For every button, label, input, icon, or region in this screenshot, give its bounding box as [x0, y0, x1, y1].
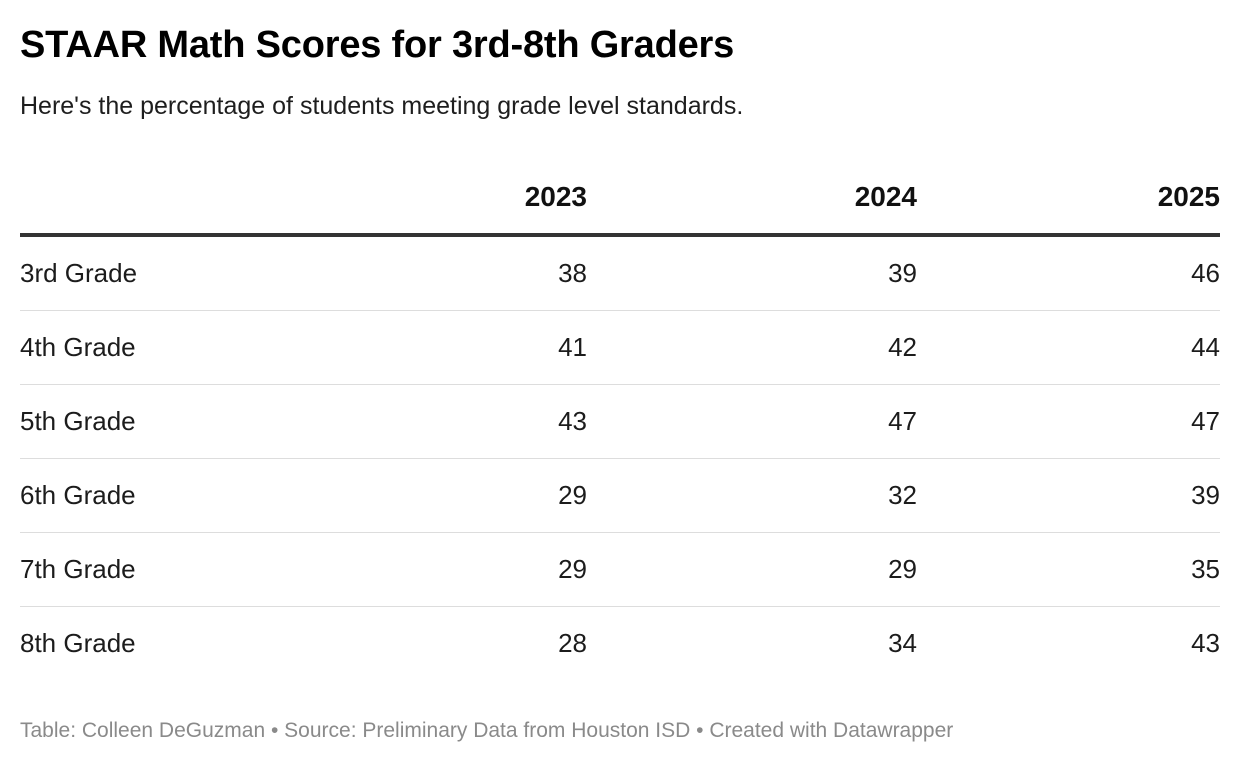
- value-cell-2023: 43: [320, 384, 587, 459]
- header-cell-2023: 2023: [320, 160, 587, 237]
- value-cell-2025: 43: [1191, 628, 1220, 658]
- table-row: 8th Grade 28 34 43: [20, 607, 1220, 681]
- row-label-cell: 8th Grade: [20, 628, 136, 658]
- table-body: 3rd Grade 38 39 46 4th Grade 41 42 44 5th Grade 4…: [20, 235, 1220, 680]
- row-label-cell: 7th Grade: [20, 532, 320, 607]
- table-row: 5th Grade 43 47 47: [20, 384, 1220, 459]
- table-row: 6th Grade 29 32 39: [20, 458, 1220, 533]
- chart-title: STAAR Math Scores for 3rd-8th Graders: [20, 24, 735, 66]
- table-row: 4th Grade 41 42 44: [20, 310, 1220, 385]
- row-label-cell: 4th Grade: [20, 310, 320, 385]
- value-cell-2025: 44: [917, 310, 1220, 385]
- value-cell-2024: 34: [888, 628, 917, 658]
- value-cell-2024: 47: [587, 384, 917, 459]
- value-cell-2024: 39: [587, 235, 917, 311]
- value-cell-2025: 46: [917, 235, 1220, 311]
- value-cell-2023: 38: [320, 235, 587, 311]
- scores-table: 2023 2024 2025 3rd Grade 38 39 46 4th Grade 4…: [20, 160, 1220, 680]
- value-cell-2024: 29: [587, 532, 917, 607]
- value-cell-2023: 29: [320, 458, 587, 533]
- value-cell-2025: 39: [917, 458, 1220, 533]
- chart-footer: Table: Colleen DeGuzman • Source: Prelim…: [20, 719, 954, 742]
- value-cell-2025: 47: [917, 384, 1220, 459]
- row-label-cell: 5th Grade: [20, 384, 320, 459]
- header-cell-label: [20, 160, 320, 237]
- table-row: 3rd Grade 38 39 46: [20, 235, 1220, 311]
- row-label-cell: 3rd Grade: [20, 235, 320, 311]
- value-cell-2024: 42: [587, 310, 917, 385]
- header-cell-2025: 2025: [917, 160, 1220, 237]
- value-cell-2023: 41: [320, 310, 587, 385]
- value-cell-2024: 32: [587, 458, 917, 533]
- table-header: 2023 2024 2025: [20, 160, 1220, 237]
- value-cell-2023: 28: [558, 628, 587, 658]
- chart-subtitle: Here's the percentage of students meetin…: [20, 92, 744, 120]
- header-cell-2024: 2024: [587, 160, 917, 237]
- value-cell-2023: 29: [320, 532, 587, 607]
- value-cell-2025: 35: [917, 532, 1220, 607]
- row-label-cell: 6th Grade: [20, 458, 320, 533]
- header-row: 2023 2024 2025: [20, 160, 1220, 237]
- table-row: 7th Grade 29 29 35: [20, 532, 1220, 607]
